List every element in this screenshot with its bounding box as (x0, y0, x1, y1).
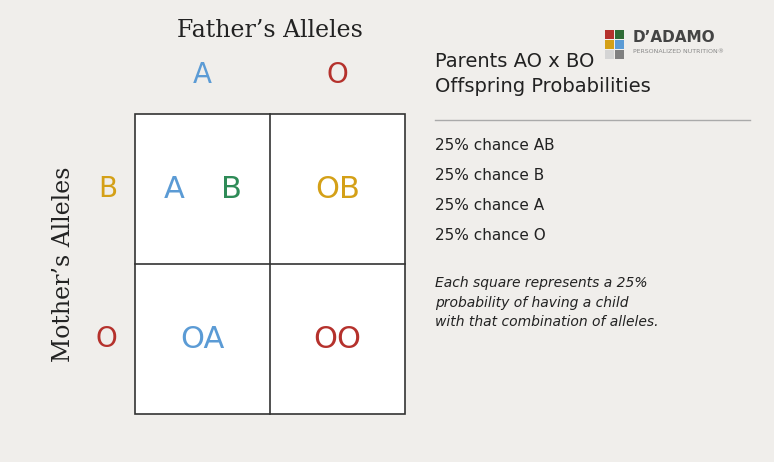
Text: 25% chance O: 25% chance O (435, 228, 546, 243)
Text: A: A (193, 61, 212, 89)
Text: 25% chance A: 25% chance A (435, 198, 544, 213)
Text: 25% chance B: 25% chance B (435, 168, 544, 183)
Text: B: B (221, 175, 241, 203)
Text: PERSONALIZED NUTRITION®: PERSONALIZED NUTRITION® (633, 49, 724, 55)
Text: Mother’s Alleles: Mother’s Alleles (52, 166, 74, 362)
Bar (615, 30, 624, 39)
Text: A: A (163, 175, 184, 203)
Text: O: O (327, 61, 348, 89)
Bar (615, 50, 624, 59)
Text: Parents AO x BO
Offspring Probabilities: Parents AO x BO Offspring Probabilities (435, 52, 651, 96)
Bar (605, 50, 614, 59)
Text: D’ADAMO: D’ADAMO (633, 30, 716, 45)
Text: Father’s Alleles: Father’s Alleles (177, 19, 363, 42)
Text: 25% chance AB: 25% chance AB (435, 138, 555, 153)
Bar (605, 30, 614, 39)
Bar (615, 40, 624, 49)
Text: O: O (95, 325, 117, 353)
Text: OB: OB (315, 175, 360, 203)
Text: OA: OA (180, 324, 224, 353)
Bar (135, 114, 405, 414)
Text: OO: OO (313, 324, 361, 353)
Text: Each square represents a 25%
probability of having a child
with that combination: Each square represents a 25% probability… (435, 276, 659, 329)
Text: B: B (98, 175, 117, 203)
Bar (605, 40, 614, 49)
